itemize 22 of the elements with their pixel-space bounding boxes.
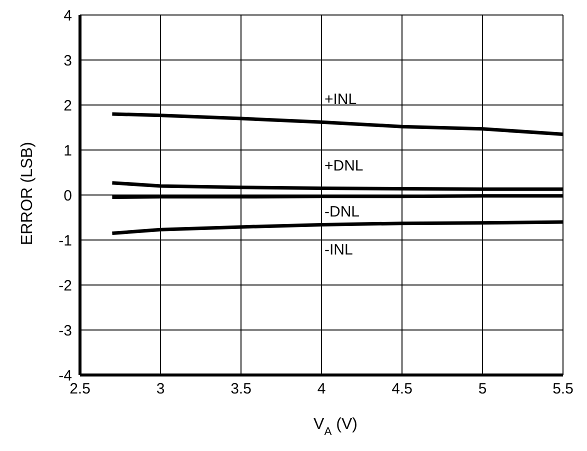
y-axis-title: ERROR (LSB) <box>19 142 36 246</box>
y-tick-label: -1 <box>58 232 72 250</box>
x-tick-label: 5 <box>478 380 487 398</box>
series-label: +INL <box>324 91 357 108</box>
x-tick-label: 2.5 <box>70 380 90 398</box>
series-label: -DNL <box>324 203 360 220</box>
y-tick-label: -2 <box>58 277 72 294</box>
x-tick-label: 5.5 <box>552 380 574 398</box>
y-tick-label: 1 <box>64 142 72 160</box>
x-tick-label: 3 <box>156 380 165 398</box>
x-tick-label: 3.5 <box>230 380 252 398</box>
y-tick-label: 2 <box>64 97 72 114</box>
x-axis-title: V$_{A}$ (V) <box>314 416 358 438</box>
y-tick-label: -3 <box>58 322 72 340</box>
y-tick-label: 0 <box>64 187 72 204</box>
series-label: -INL <box>324 242 353 259</box>
x-tick-label: 4.5 <box>392 380 412 398</box>
y-tick-label: 4 <box>64 7 72 24</box>
y-tick-label: 3 <box>64 52 72 70</box>
series-label: +DNL <box>324 157 364 174</box>
y-tick-label: -4 <box>58 367 72 384</box>
x-tick-label: 4 <box>317 380 326 398</box>
